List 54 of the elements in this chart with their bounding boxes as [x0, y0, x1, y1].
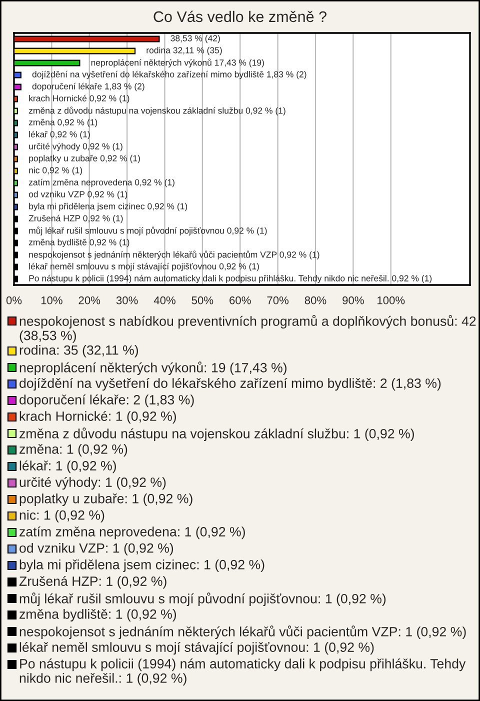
data-label: dojíždění na vyšetření do lékařského zařízení mimo bydliště 1,83 % (2)	[32, 70, 306, 80]
data-label: krach Hornické 0,92 % (1)	[29, 94, 130, 104]
data-label: byla mi přidělena jsem cizinec 0,92 % (1)	[29, 202, 188, 212]
data-label: změna bydliště 0,92 % (1)	[28, 238, 130, 248]
data-label: poplatky u zubaře 0,92 % (1)	[29, 154, 140, 164]
legend-label: Po nástupu k policii (1994) nám automaticky dali k podpisu přihlášku. Tehdy nikdo nic neřešil.: 1 (0,92 %)	[20, 658, 466, 686]
legend-label: změna z důvodu nástupu na vojenskou základní službu: 1 (0,92 %)	[20, 428, 414, 442]
legend-label: nic: 1 (0,92 %)	[20, 510, 104, 522]
x-tick-label: 80%	[304, 296, 326, 304]
legend-label: byla mi přidělena jsem cizinec: 1 (0,92 %)	[20, 560, 264, 572]
legend-label: nespokojensot s jednáním některých lékařů vůči pacientům VZP: 1 (0,92 %)	[20, 626, 466, 640]
legend-label: dojíždění na vyšetření do lékařského zařízení mimo bydliště: 2 (1,83 %)	[20, 378, 441, 391]
legend-label: nespokojenost s nabídkou preventivních programů a doplňkových bonusů: 42 (38,53 %)	[20, 315, 476, 343]
data-label: 38,53 % (42)	[170, 34, 220, 44]
x-tick-label: 40%	[154, 296, 176, 304]
legend-label: doporučení lékaře: 2 (1,83 %)	[20, 394, 194, 408]
legend-label: od vzniku VZP: 1 (0,92 %)	[20, 543, 174, 556]
legend-label: poplatky u zubaře: 1 (0,92 %)	[20, 494, 192, 506]
legend-label: změna: 1 (0,92 %)	[20, 444, 128, 456]
data-label: můj lékař rušil smlouvu s mojí původní pojišťovnou 0,92 % (1)	[29, 226, 267, 236]
legend-label: neproplácení některých výkonů: 19 (17,43 %)	[20, 362, 286, 376]
data-label: určité výhody 0,92 % (1)	[29, 142, 122, 152]
chart-title: Co Vás vedlo ke změně ?	[154, 10, 326, 22]
data-label: Po nástupu k policii (1994) nám automaticky dali k podpisu přihlášku. Tehdy nikdo nic neřešil. 0,92 % (1)	[29, 274, 432, 284]
data-label: doporučení lékaře 1,83 % (2)	[32, 82, 144, 92]
x-tick-label: 10%	[41, 296, 62, 304]
x-tick-label: 100%	[378, 296, 405, 304]
x-tick-label: 50%	[192, 296, 214, 304]
legend-label: zatím změna neprovedena: 1 (0,92 %)	[20, 526, 245, 540]
x-tick-label: 70%	[267, 296, 289, 304]
legend-label: určité výhody: 1 (0,92 %)	[20, 477, 166, 490]
legend-label: můj lékař rušil smlouvu s mojí původní pojišťovnou: 1 (0,92 %)	[20, 592, 386, 606]
x-tick-label: 90%	[342, 296, 364, 304]
x-tick-label: 0%	[6, 296, 22, 304]
data-label: od vzniku VZP 0,92 % (1)	[28, 190, 128, 200]
legend-label: změna bydliště: 1 (0,92 %)	[20, 609, 176, 622]
data-label: neproplácení některých výkonů 17,43 % (19)	[91, 58, 264, 68]
x-tick-label: 30%	[116, 296, 138, 304]
data-label: nespokojensot s jednáním některých lékařů vůči pacientům VZP 0,92 % (1)	[29, 250, 320, 260]
data-label: změna 0,92 % (1)	[28, 118, 98, 128]
legend-label: lékař: 1 (0,92 %)	[20, 460, 116, 474]
data-label: Zrušená HZP 0,92 % (1)	[28, 214, 123, 224]
x-tick-label: 60%	[230, 296, 251, 304]
data-label: nic 0,92 % (1)	[29, 166, 82, 176]
data-label: lékař 0,92 % (1)	[29, 130, 90, 140]
legend-label: Zrušená HZP: 1 (0,92 %)	[19, 576, 166, 589]
data-label: lékař neměl smlouvu s mojí stávající pojišťovnou 0,92 % (1)	[29, 262, 259, 272]
data-label: zatím změna neprovedena 0,92 % (1)	[28, 178, 174, 188]
data-label: rodina 32,11 % (35)	[146, 46, 222, 56]
legend-label: lékař neměl smlouvu s mojí stávající pojišťovnou: 1 (0,92 %)	[20, 642, 374, 655]
data-label: změna z důvodu nástupu na vojenskou základní službu 0,92 % (1)	[28, 106, 286, 116]
legend-label: krach Hornické: 1 (0,92 %)	[20, 410, 176, 424]
legend-label: rodina: 35 (32,11 %)	[20, 345, 138, 358]
x-tick-label: 20%	[78, 296, 100, 304]
